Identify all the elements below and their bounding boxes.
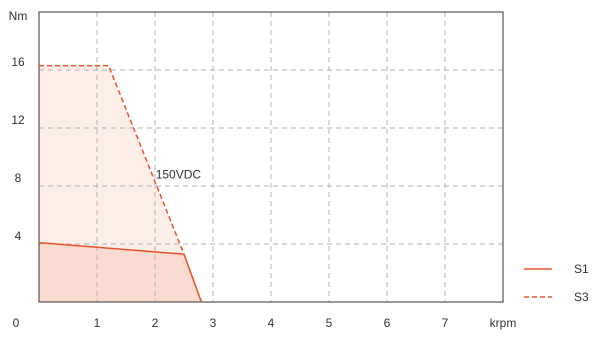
legend-label-s3: S3 — [574, 290, 589, 304]
chart-axes — [38, 11, 504, 303]
y-tick-label: 12 — [11, 113, 25, 127]
area-fill-s1 — [39, 242, 202, 302]
x-tick-label: 4 — [268, 316, 275, 330]
x-axis-label: krpm — [490, 316, 517, 330]
y-tick-label: 16 — [11, 55, 25, 69]
y-tick-label: 4 — [15, 229, 22, 243]
plot-frame — [38, 11, 504, 303]
x-tick-label: 6 — [384, 316, 391, 330]
chart-grid — [39, 12, 503, 302]
area-fills — [39, 65, 202, 302]
x-tick-label: 0 — [13, 316, 20, 330]
legend-label-s1: S1 — [574, 262, 589, 276]
x-tick-label: 7 — [442, 316, 449, 330]
x-tick-label: 5 — [326, 316, 333, 330]
x-tick-label: 2 — [152, 316, 159, 330]
y-tick-label: 8 — [15, 171, 22, 185]
chart-legend: S1 S3 — [524, 262, 589, 304]
x-tick-label: 1 — [94, 316, 101, 330]
chart-annotations: 150VDC — [156, 167, 202, 181]
area-fill-s3 — [39, 65, 202, 302]
series-line-s3 — [39, 64, 203, 303]
y-axis-label: Nm — [9, 9, 28, 23]
x-tick-label: 3 — [210, 316, 217, 330]
voltage-annotation: 150VDC — [156, 167, 202, 181]
series-lines — [38, 64, 203, 303]
